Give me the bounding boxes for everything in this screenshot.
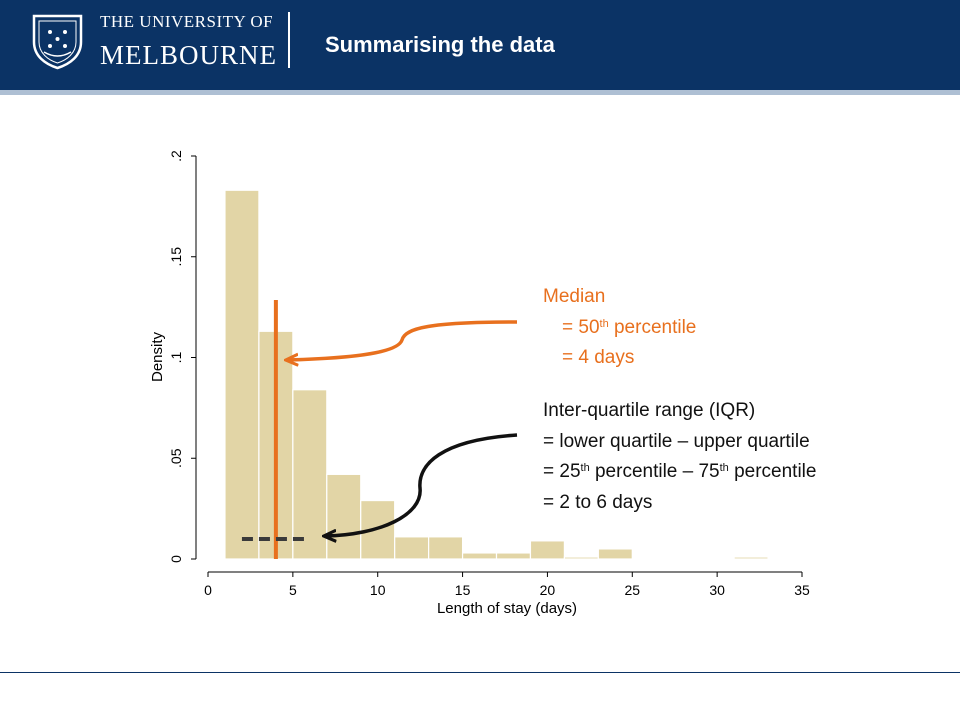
histogram-bar	[292, 389, 328, 560]
histogram-bar	[495, 552, 532, 560]
chart-marks	[241, 300, 310, 559]
chart-axes: 0 .05 .1 .15 .2 0 5 10 15 20 25 30 35	[168, 150, 810, 598]
iqr-quartile-text: = lower quartile – upper quartile	[543, 430, 810, 452]
header-divider	[288, 12, 290, 68]
median-percentile-text: = 50th percentile	[562, 316, 697, 338]
median-annotation: Median = 50th percentile = 4 days	[543, 282, 696, 374]
x-tick-label: 35	[794, 582, 810, 598]
iqr-annotation: Inter-quartile range (IQR) = lower quart…	[543, 396, 816, 518]
university-crest-logo	[32, 14, 83, 70]
histogram-bar	[529, 540, 566, 560]
x-tick-label: 5	[289, 582, 297, 598]
x-tick-label: 30	[709, 582, 725, 598]
iqr-value-text: = 2 to 6 days	[543, 491, 653, 513]
y-axis-label: Density	[149, 331, 166, 382]
university-name-line1: THE UNIVERSITY OF	[100, 12, 274, 31]
histogram-bar	[394, 536, 430, 560]
x-tick-label: 15	[455, 582, 471, 598]
y-tick-label: .2	[168, 150, 184, 162]
median-value-text: = 4 days	[562, 347, 635, 368]
x-tick-label: 20	[540, 582, 556, 598]
histogram-bar	[326, 473, 362, 560]
y-tick-label: .1	[168, 351, 184, 363]
histogram-bar	[733, 556, 769, 560]
x-tick-label: 10	[370, 582, 386, 598]
histogram-bar	[224, 189, 260, 560]
histogram-bar	[563, 556, 599, 560]
university-name-line2: MELBOURNE	[100, 40, 277, 70]
header-rule	[0, 90, 960, 95]
slide-title: Summarising the data	[325, 32, 555, 57]
iqr-arrow	[325, 433, 518, 536]
x-tick-label: 0	[204, 582, 212, 598]
histogram-bar	[428, 536, 464, 560]
y-tick-label: 0	[168, 555, 184, 563]
iqr-label: Inter-quartile range (IQR)	[543, 400, 756, 421]
header-bar	[0, 0, 960, 90]
y-tick-label: .15	[168, 247, 184, 267]
histogram-bar	[597, 548, 633, 560]
histogram-bar	[461, 552, 498, 560]
x-tick-label: 25	[624, 582, 640, 598]
x-axis-label: Length of stay (days)	[437, 600, 577, 617]
footer-rule	[0, 672, 960, 673]
median-label: Median	[543, 286, 606, 307]
y-tick-label: .05	[168, 448, 184, 468]
median-arrow	[287, 320, 518, 360]
iqr-percentile-text: = 25th percentile – 75th percentile	[543, 461, 817, 482]
histogram-chart: 0 .05 .1 .15 .2 0 5 10 15 20 25 30 35 Density Length…	[149, 150, 810, 617]
